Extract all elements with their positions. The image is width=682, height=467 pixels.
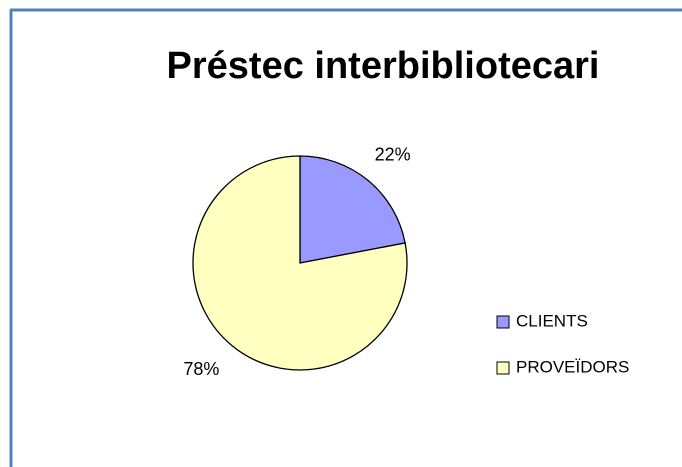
legend-label: CLIENTS: [516, 311, 588, 330]
legend-label: PROVEÏDORS: [516, 357, 629, 376]
data-label: 22%: [375, 145, 411, 165]
pie-slice: [192, 155, 408, 371]
pie-slice: [299, 155, 406, 264]
chart-title: Préstec interbibliotecari: [167, 45, 600, 87]
legend-swatch: [496, 361, 510, 375]
legend-swatch: [496, 315, 510, 329]
data-label: 78%: [183, 359, 219, 379]
